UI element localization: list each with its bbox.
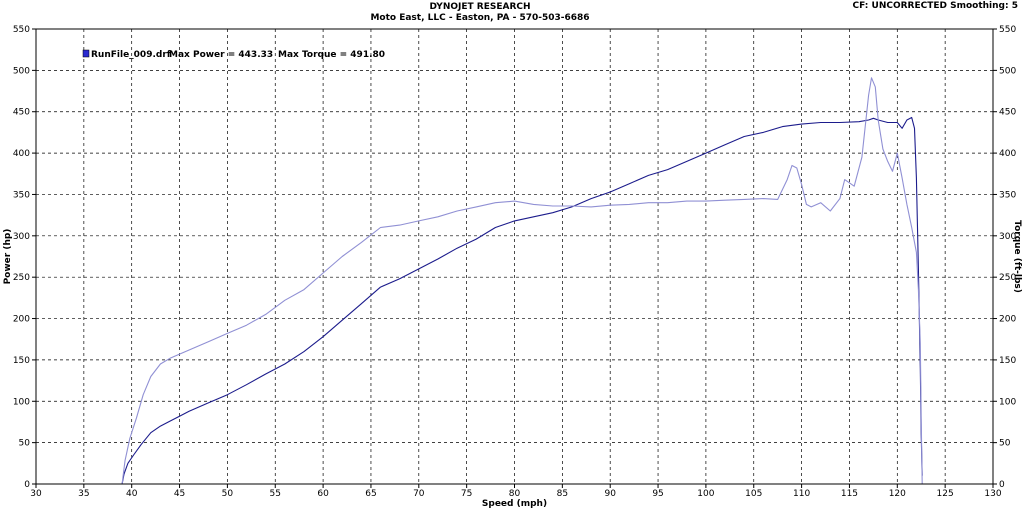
y2-tick-label: 450	[999, 108, 1016, 118]
x-tick-label: 80	[509, 489, 521, 499]
grid-lines	[36, 29, 993, 484]
y-tick-label: 350	[13, 190, 30, 200]
x-tick-label: 130	[984, 489, 1001, 499]
y-tick-label: 0	[24, 480, 30, 490]
y2-tick-label: 500	[999, 66, 1016, 76]
correction-factor-label: CF: UNCORRECTED Smoothing: 5	[852, 1, 1018, 11]
torque-curve	[121, 77, 923, 485]
x-tick-label: 30	[30, 489, 42, 499]
power-curve	[121, 116, 923, 485]
x-tick-label: 105	[745, 489, 762, 499]
x-tick-label: 55	[270, 489, 281, 499]
x-tick-labels: 30 35 40 45 50 55 60 65 70 75 80 85 90 95 100 105 110 115…	[30, 484, 1002, 499]
x-tick-label: 115	[841, 489, 858, 499]
y-tick-label: 200	[13, 315, 30, 325]
y-tick-label: 250	[13, 273, 30, 283]
legend: RunFile_009.drf Max Power = 443.33 Max T…	[82, 49, 385, 60]
x-tick-label: 110	[793, 489, 810, 499]
y-tick-labels: 0 50 100 150 200 250 300 350 400 450 500 550	[13, 25, 36, 490]
x-tick-label: 45	[174, 489, 185, 499]
y2-tick-label: 150	[999, 356, 1016, 366]
y-axis-label: Power (hp)	[3, 229, 13, 285]
y-tick-label: 450	[13, 108, 30, 118]
legend-file-name: RunFile_009.drf	[91, 50, 171, 60]
y2-tick-label: 0	[999, 480, 1005, 490]
x-tick-label: 90	[604, 489, 616, 499]
y-tick-label: 100	[13, 397, 30, 407]
x-tick-label: 40	[126, 489, 138, 499]
chart-title: DYNOJET RESEARCH	[429, 2, 531, 12]
x-tick-label: 50	[222, 489, 234, 499]
y-tick-label: 500	[13, 66, 30, 76]
x-tick-label: 65	[365, 489, 376, 499]
y-tick-label: 150	[13, 356, 30, 366]
y-tick-label: 400	[13, 149, 30, 159]
y-tick-label: 50	[19, 439, 31, 449]
y2-tick-label: 400	[999, 149, 1016, 159]
legend-max-torque: Max Torque = 491.80	[278, 50, 385, 60]
x-tick-label: 95	[652, 489, 663, 499]
x-tick-label: 125	[937, 489, 954, 499]
legend-marker	[82, 49, 90, 58]
y2-tick-label: 350	[999, 190, 1016, 200]
x-tick-label: 70	[413, 489, 425, 499]
y2-tick-label: 550	[999, 25, 1016, 35]
y2-tick-label: 250	[999, 273, 1016, 283]
y2-axis-label: Torque (ft-lbs)	[1012, 220, 1022, 293]
y2-tick-label: 200	[999, 315, 1016, 325]
chart-subtitle: Moto East, LLC - Easton, PA - 570-503-66…	[370, 13, 590, 23]
x-axis-label: Speed (mph)	[482, 499, 547, 508]
x-tick-label: 60	[317, 489, 329, 499]
series-layer	[121, 77, 923, 485]
x-tick-label: 100	[697, 489, 714, 499]
x-tick-label: 85	[557, 489, 568, 499]
y-tick-label: 300	[13, 232, 30, 242]
x-tick-label: 35	[78, 489, 89, 499]
y2-tick-labels: 0 50 100 150 200 250 300 350 400 450 500 550	[993, 25, 1016, 490]
y2-tick-label: 50	[999, 439, 1011, 449]
x-tick-label: 120	[889, 489, 906, 499]
y-tick-label: 550	[13, 25, 30, 35]
y2-tick-label: 100	[999, 397, 1016, 407]
legend-max-power: Max Power = 443.33	[169, 50, 273, 60]
x-tick-label: 75	[461, 489, 472, 499]
y2-tick-label: 300	[999, 232, 1016, 242]
